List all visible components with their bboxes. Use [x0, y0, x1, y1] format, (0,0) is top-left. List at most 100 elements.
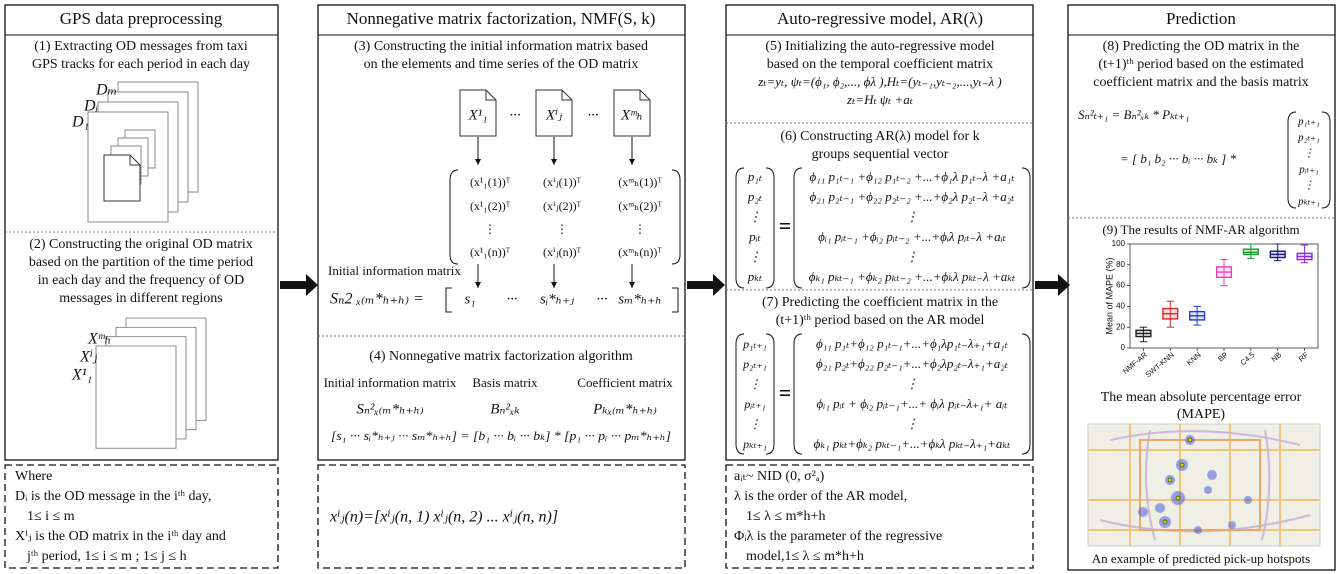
panel-frame	[317, 4, 686, 461]
matrix-symbol: Sₙ²ₓ₍ₘ*ₕ₊ₕ₎	[356, 401, 424, 417]
panel-title: Nonnegative matrix factorization, NMF(S,…	[347, 9, 656, 28]
step-text: (8) Predicting the OD matrix in the	[1103, 39, 1300, 54]
vector-entry: ⋮	[749, 209, 762, 224]
note-text: Xⁱⱼ is the OD matrix in the iᵗʰ day and	[15, 529, 226, 544]
note-text: 1≤ λ ≤ m*h+h	[746, 509, 825, 524]
step-text: zₜ=Hₜ ψₜ +aₜ	[846, 92, 914, 107]
ar-row: ϕᵢ₁ pᵢₜ₋₁ +ϕᵢ₂ pᵢₜ₋₂ +...+ϕᵢλ pᵢₜ₋λ +aᵢₜ	[818, 229, 1006, 244]
day-label: Dᵢ	[83, 98, 98, 115]
ar-row: ϕ₁₁ p₁ₜ+ϕ₁₂ p₁ₜ₋₁+...+ϕ₁λp₁ₜ₋λ₊₁+a₁ₜ ϕ₂₁ …	[814, 336, 1012, 451]
vector-entry: p₂ₜ₊₁	[742, 357, 767, 371]
ar-row: ϕ₁₁ p₁ₜ+ϕ₁₂ p₁ₜ₋₁+...+ϕ₁λp₁ₜ₋λ₊₁+a₁ₜ	[816, 336, 1009, 351]
vector-entry: p₂ₜ	[747, 189, 763, 204]
note-text: Φᵢλ is the parameter of the regressive	[734, 529, 942, 544]
ar-row: ϕ₂₁ p₂ₜ+ϕ₂₂ p₂ₜ₋₁+...+ϕ₂λp₂ₜ₋λ₊₁+a₂ₜ	[816, 356, 1009, 371]
notes-box	[725, 464, 1034, 569]
vector-entry: p₁ₜ₊₁ p₂ₜ₊₁ ⋮ pᵢₜ₊₁ ⋮ pₖₜ₊₁	[742, 337, 767, 451]
step-text: in each day and the frequency of OD	[38, 273, 244, 288]
step-text: (3) Constructing the initial information…	[354, 39, 648, 54]
note-text: Where	[15, 469, 52, 484]
step-text: (5) Initializing the auto-regressive mod…	[757, 39, 1002, 107]
matrix-entry: (xⁱⱼ(1))ᵀ	[543, 175, 582, 189]
ar-row: ϕᵢ₁ pᵢₜ + ϕᵢ₂ pᵢₜ₋₁+...+ ϕᵢλ pᵢₜ₋λ₊₁+ aᵢ…	[817, 396, 1009, 411]
matrix-entry: (x¹₁(1))ᵀ (xⁱⱼ(1))ᵀ (xᵐₕ(1))ᵀ (x¹₁(2))ᵀ (xⁱⱼ…	[470, 175, 662, 259]
y-axis-label: Mean of MAPE (%)	[1104, 257, 1114, 334]
vector-entry: s₁	[464, 291, 475, 307]
matrix-symbol: Pₖₓ₍ₘ*ₕ₊ₕ₎	[592, 401, 657, 417]
equation-lhs: Sₙ2 ₓ₍ₘ*ₕ₊ₕ₎ =	[330, 291, 424, 308]
panel-ar: Auto-regressive model, AR(λ) (5) Initial…	[725, 4, 1034, 569]
matrix-label: Initial information matrix	[328, 263, 461, 278]
bracket	[793, 167, 1031, 289]
vector-entry: sₘ*ₕ₊ₕ	[618, 291, 661, 307]
step-text: (6) Constructing AR(λ) model for k groups…	[780, 129, 979, 162]
step-text: based on the partition of the time perio…	[29, 255, 253, 270]
bracket	[449, 169, 459, 265]
step-text: (5) Initializing the auto-regressive mod…	[765, 39, 994, 54]
bracket	[445, 287, 452, 313]
od-label: Xⁱⱼ	[79, 349, 98, 366]
step-text: (6) Constructing AR(λ) model for k	[780, 129, 979, 144]
step-text: (7) Predicting the coefficient matrix in…	[762, 295, 998, 328]
matrix-entry: ⋮	[484, 222, 496, 236]
notes-box	[4, 464, 279, 569]
panel-prediction: Prediction (8) Predicting the OD matrix …	[1067, 4, 1336, 571]
bracket	[1287, 111, 1331, 209]
od-label: X¹₁	[71, 367, 92, 384]
vector-entry: ⋮	[1304, 148, 1315, 160]
note-text: model,1≤ λ ≤ m*h+h	[746, 549, 864, 564]
panel-frame	[725, 4, 1034, 461]
day-label: Dₘ	[95, 82, 117, 99]
matrix-entry: ⋮	[634, 222, 646, 236]
y-tick-label: 0	[1121, 343, 1126, 352]
step-text: (2) Constructing the original OD matrix b…	[29, 237, 253, 306]
page-stack	[95, 317, 207, 449]
od-label: Xᵐₕ	[87, 331, 111, 348]
panel-gps: GPS data preprocessing (1) Extracting OD…	[4, 4, 279, 569]
note-text: 1≤ i ≤ m	[27, 509, 75, 524]
step-text: coefficient matrix and the basis matrix	[1093, 75, 1309, 90]
bracket	[671, 169, 681, 265]
step-text: (4) Nonnegative matrix factorization alg…	[369, 349, 633, 364]
step-text: (4) Nonnegative matrix factorization alg…	[369, 349, 633, 364]
vector-entry: p₂ₜ₊₁	[1297, 132, 1320, 144]
vector-entry: s₁ ··· sᵢ*ₕ₊ⱼ ··· sₘ*ₕ₊ₕ	[464, 291, 661, 307]
vector-entry: p₁ₜ p₂ₜ ⋮ pᵢₜ ⋮ pₖₜ	[747, 169, 763, 284]
vector-entry: p₁ₜ	[747, 169, 763, 184]
matrix-entry: ⋮	[556, 222, 568, 236]
ar-row: ⋮	[906, 249, 919, 264]
note-text: λ is the order of the AR model,	[734, 489, 907, 504]
flow-arrow	[1035, 274, 1070, 296]
y-tick-label: 60	[1116, 281, 1125, 290]
caption: The mean absolute percentage error (MAPE)	[1101, 390, 1302, 422]
day-label: D₁	[71, 114, 89, 131]
equals: =	[779, 213, 792, 238]
vector-entry: sᵢ*ₕ₊ⱼ	[540, 291, 574, 307]
y-tick-label: 100	[1112, 239, 1126, 248]
vector-entry: ⋮	[1304, 180, 1315, 192]
step-text: (9) The results of NMF-AR algorithm	[1102, 222, 1299, 237]
panel-title: Prediction	[1166, 9, 1236, 28]
bracket	[793, 333, 1031, 455]
note-text: Dᵢ is the OD message in the iᵗʰ day,	[15, 489, 211, 504]
vector-entry: ⋮	[749, 417, 761, 431]
step-text: (2) Constructing the original OD matrix	[29, 237, 253, 252]
panel-title: GPS data preprocessing	[60, 9, 223, 28]
step-text: (t+1)ᵗʰ period based on the estimated	[1098, 57, 1303, 72]
ar-row: ⋮	[906, 416, 919, 431]
vector-entry: pᵢₜ	[748, 229, 762, 244]
matrix-symbol: Sₙ²ₓ₍ₘ*ₕ₊ₕ₎ Bₙ²ₓₖ Pₖₓ₍ₘ*ₕ₊ₕ₎	[356, 401, 657, 417]
doc-label: X¹₁ ··· Xⁱⱼ ··· Xᵐₕ	[468, 107, 643, 123]
step-text: based on the temporal coefficient matrix	[767, 57, 993, 72]
matrix-entry: (xⁱⱼ(2))ᵀ	[543, 199, 582, 213]
note-text: aᵢₜ~ NID (0, σ²ₐ) λ is the order of the A…	[734, 469, 942, 564]
matrix-header: Initial information matrix Basis matrix Co…	[324, 375, 674, 390]
matrix-entry: (xⁱⱼ(n))ᵀ	[543, 245, 582, 259]
y-tick-label: 80	[1116, 260, 1125, 269]
matrix-entry: (x¹₁(1))ᵀ	[470, 175, 511, 189]
panel-frame	[1067, 4, 1336, 571]
step-text: GPS tracks for each period in each day	[32, 57, 250, 72]
